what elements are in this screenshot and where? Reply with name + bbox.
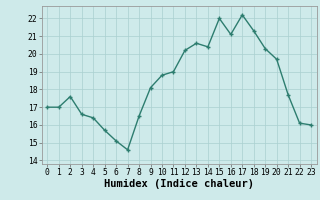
X-axis label: Humidex (Indice chaleur): Humidex (Indice chaleur) — [104, 179, 254, 189]
